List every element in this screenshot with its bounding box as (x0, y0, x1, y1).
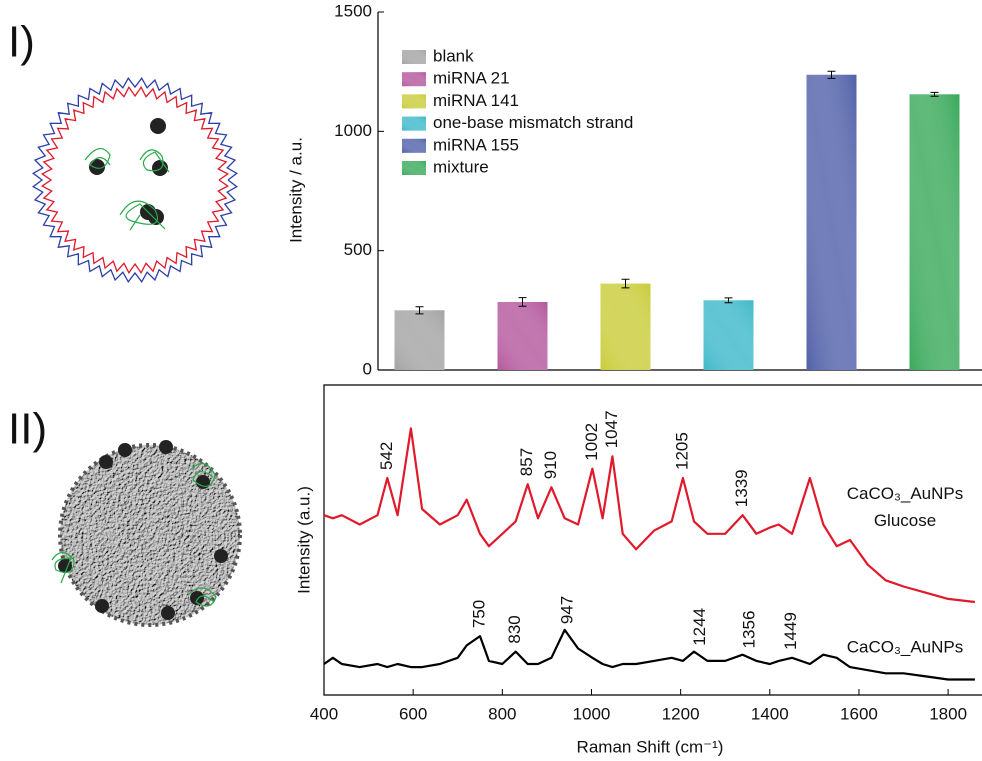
legend-sheen (402, 94, 426, 109)
x-tick-label: 600 (399, 704, 427, 723)
spectrum-line (323, 427, 976, 604)
series-label-line: CaCO₃_AuNPs (847, 484, 964, 503)
y-tick-label: 500 (344, 240, 372, 259)
x-tick-label: 1600 (840, 704, 878, 723)
peak-label: 1449 (781, 612, 800, 650)
peak-label: 1356 (740, 611, 759, 649)
nanoparticle (159, 440, 173, 454)
peak-label: 857 (517, 448, 536, 476)
rna-strand (84, 148, 170, 231)
legend-label: mixture (433, 157, 489, 176)
sphere-edge (58, 443, 242, 627)
x-tick-label: 1800 (929, 704, 967, 723)
peak-label: 542 (377, 442, 396, 470)
peak-label: 1339 (732, 469, 751, 507)
legend-label: miRNA 21 (433, 69, 510, 88)
rna-strand (51, 463, 217, 607)
x-tick-label: 1400 (751, 704, 789, 723)
spectrum-line (323, 628, 975, 681)
nanoparticle (161, 606, 175, 620)
legend-sheen (402, 138, 426, 153)
y-tick-label: 0 (363, 359, 372, 378)
legend-sheen (402, 72, 426, 87)
peak-label: 750 (469, 600, 488, 628)
x-tick-label: 800 (488, 704, 516, 723)
peak-label: 1205 (672, 432, 691, 470)
nanoparticle (89, 159, 105, 175)
error-bar (724, 297, 733, 304)
caco3-sphere (60, 445, 240, 625)
error-bar (415, 306, 424, 315)
legend-sheen (402, 50, 426, 64)
x-axis-label: Raman Shift (cm⁻¹) (577, 737, 724, 756)
membrane (32, 77, 238, 283)
x-tick-label: 1200 (662, 704, 700, 723)
error-bar (621, 278, 630, 289)
liposome-illustration (32, 77, 238, 283)
error-bar (930, 91, 939, 97)
bar-sheen (497, 301, 548, 370)
nanoparticle (99, 455, 113, 469)
panel-label: II) (8, 405, 47, 454)
nanoparticle (196, 475, 210, 489)
legend-label: miRNA 141 (433, 91, 519, 110)
peak-label: 1047 (602, 410, 621, 448)
nanoparticle (214, 549, 228, 563)
plot-frame (323, 384, 982, 696)
legend-sheen (402, 161, 426, 175)
peak-label: 1002 (582, 423, 601, 461)
bar-sheen (909, 94, 960, 370)
peak-label: 947 (557, 596, 576, 624)
series-label-line: Glucose (874, 511, 936, 530)
peak-label: 910 (541, 451, 560, 479)
peak-label: 830 (505, 615, 524, 643)
legend-sheen (402, 116, 426, 131)
nanoparticle (118, 443, 132, 457)
nanoparticle (58, 559, 72, 573)
bar-sheen (394, 310, 445, 370)
bar-sheen (600, 283, 651, 370)
bar-sheen (703, 300, 754, 370)
peak-label: 1244 (690, 608, 709, 646)
nanoparticle (150, 118, 166, 134)
membrane (40, 85, 230, 275)
nanoparticle (95, 599, 109, 613)
y-tick-label: 1000 (334, 121, 372, 140)
y-tick-label: 1500 (334, 1, 372, 20)
x-tick-label: 400 (310, 704, 338, 723)
series-label: CaCO₃_AuNPs (847, 637, 964, 656)
panel-label: I) (8, 18, 35, 67)
error-bar (827, 70, 836, 79)
x-tick-label: 1000 (573, 704, 611, 723)
nanoparticle (148, 209, 164, 225)
particle-illustration (51, 440, 242, 627)
legend-label: miRNA 155 (433, 135, 519, 154)
bar-sheen (806, 74, 857, 370)
legend-label: one-base mismatch strand (433, 113, 633, 132)
y-axis-label: Intensity (a.u.) (294, 486, 313, 594)
legend-label: blank (433, 46, 474, 65)
nanoparticle (190, 591, 204, 605)
series-label: CaCO₃_AuNPs Glucose (847, 484, 964, 530)
y-axis-label: Intensity / a.u. (286, 137, 305, 243)
error-bar (518, 297, 527, 307)
